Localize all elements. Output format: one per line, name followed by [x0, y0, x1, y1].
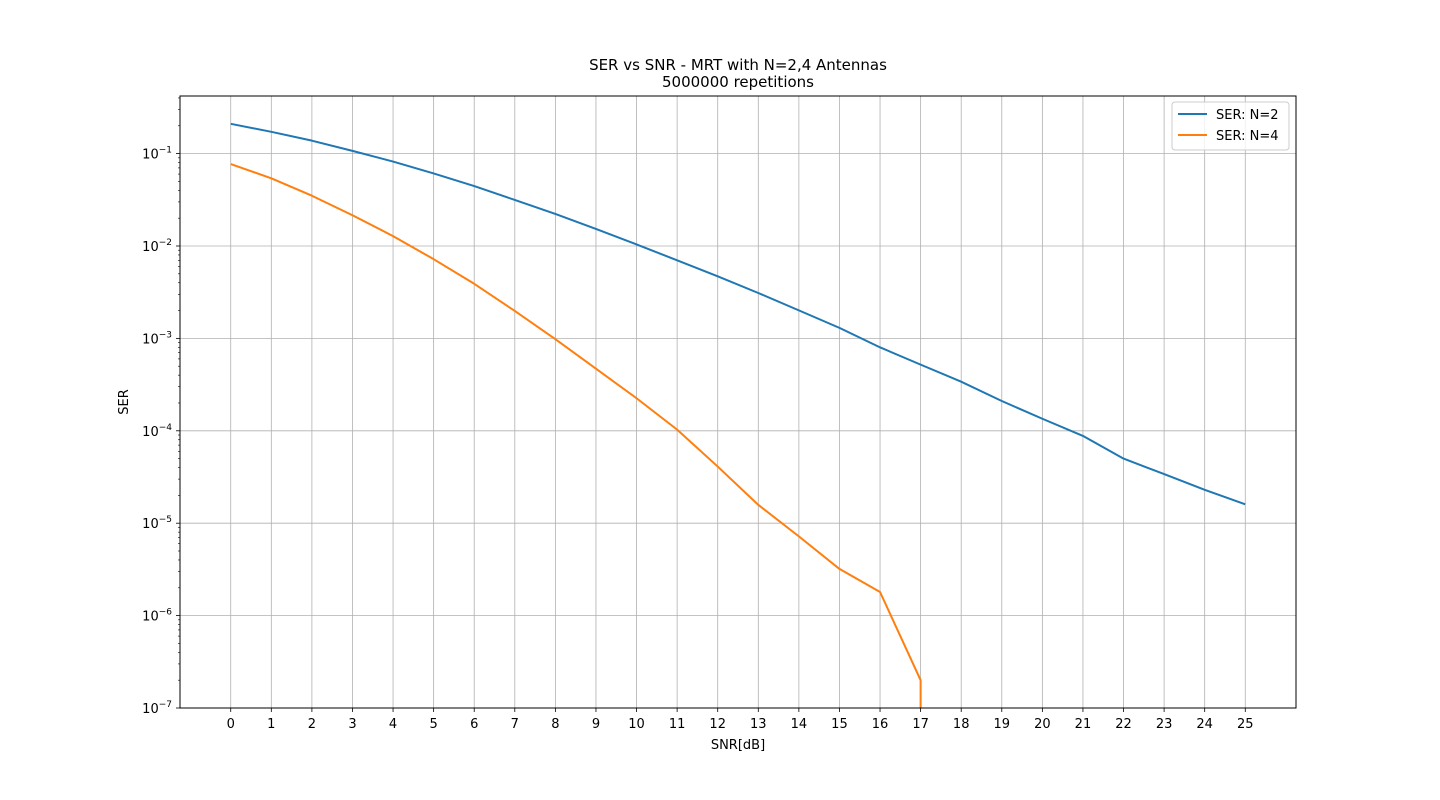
y-tick-label: 10−1: [142, 146, 172, 163]
y-tick-label: 10−6: [142, 608, 172, 625]
series-line-1: [230, 163, 922, 708]
x-tick-label: 19: [994, 717, 1011, 732]
x-ticks: 0 1 2 3 4 5 6 7 8 9 10 11 12 13 14 15 16 17 18 19 20 21 22 23 24…: [227, 708, 1254, 732]
y-tick-label: 10−2: [142, 238, 172, 255]
x-axis-label: SNR[dB]: [711, 738, 765, 753]
x-tick-label: 17: [912, 717, 929, 732]
x-tick-label: 11: [669, 717, 686, 732]
x-tick-label: 24: [1196, 717, 1213, 732]
x-tick-label: 9: [592, 717, 600, 732]
y-tick-label: 10−5: [142, 515, 172, 532]
x-tick-label: 7: [511, 717, 519, 732]
x-tick-label: 22: [1115, 717, 1132, 732]
x-tick-label: 16: [872, 717, 889, 732]
x-tick-label: 3: [348, 717, 356, 732]
x-tick-label: 1: [267, 717, 275, 732]
x-tick-label: 15: [831, 717, 848, 732]
y-tick-label: 10−4: [142, 423, 172, 440]
y-ticks: 10−7 10−6 10−5 10−4 10−3 10−2 10−1: [142, 97, 180, 717]
chart-subtitle: 5000000 repetitions: [662, 73, 814, 91]
x-tick-label: 10: [628, 717, 645, 732]
y-tick-label: 10−3: [142, 330, 172, 347]
x-tick-label: 18: [953, 717, 970, 732]
x-tick-label: 21: [1075, 717, 1092, 732]
legend-label-n4: SER: N=4: [1216, 129, 1279, 144]
y-tick-label: 10−7: [142, 700, 172, 717]
x-tick-label: 23: [1156, 717, 1173, 732]
x-tick-label: 5: [429, 717, 437, 732]
y-axis-label: SER: [117, 389, 132, 415]
x-tick-label: 12: [709, 717, 726, 732]
series-layer: [230, 122, 1246, 708]
x-tick-label: 6: [470, 717, 478, 732]
grid: [180, 96, 1296, 709]
x-tick-label: 25: [1237, 717, 1254, 732]
x-tick-label: 0: [227, 717, 235, 732]
series-line-0: [230, 122, 1246, 506]
x-tick-label: 13: [750, 717, 767, 732]
chart-title: SER vs SNR - MRT with N=2,4 Antennas: [589, 56, 887, 74]
x-tick-label: 20: [1034, 717, 1051, 732]
x-tick-label: 2: [308, 717, 316, 732]
x-tick-label: 4: [389, 717, 397, 732]
legend-label-n2: SER: N=2: [1216, 108, 1279, 123]
x-tick-label: 8: [551, 717, 559, 732]
x-tick-label: 14: [791, 717, 808, 732]
plot-frame: [179, 95, 1297, 709]
legend: SER: N=2 SER: N=4: [1171, 101, 1290, 151]
